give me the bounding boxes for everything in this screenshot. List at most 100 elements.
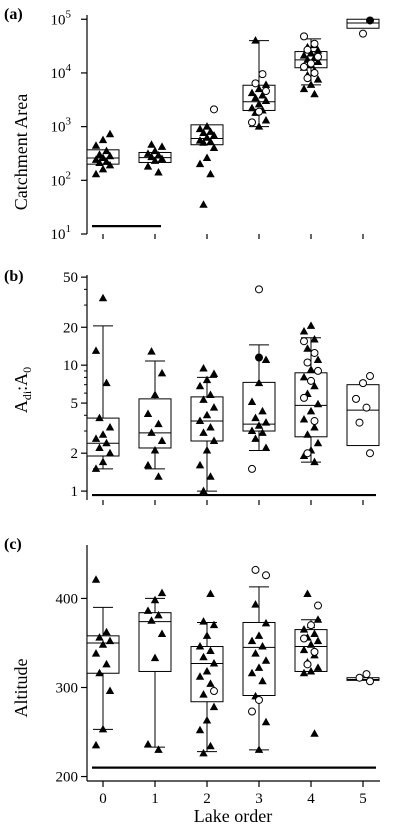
data-point [303,358,312,367]
data-point [247,88,257,97]
data-point [254,378,264,387]
data-point [105,422,115,431]
data-point [310,89,319,98]
data-point [306,666,316,675]
x-tick-label: 0 [99,791,107,807]
data-point [98,293,108,302]
data-point [251,434,260,442]
x-tick-label: 3 [255,791,263,807]
data-point [300,393,308,402]
data-point [362,670,371,679]
data-point [254,421,264,429]
data-point [202,375,212,384]
y-axis-label: Catchment Area [11,94,31,210]
data-point [206,646,215,654]
data-point [261,355,271,363]
data-point [98,430,108,438]
data-point [359,379,367,388]
data-point [202,446,212,454]
data-point [261,116,271,124]
data-point [143,409,153,417]
data-point [303,45,312,54]
data-point [195,460,205,469]
data-point [261,80,271,88]
data-point [95,413,104,422]
data-point [310,381,319,390]
data-point [359,29,367,38]
data-point [102,146,111,155]
data-point [254,631,264,639]
data-point [157,368,167,377]
x-axis-label: Lake order [194,806,272,826]
data-point [202,133,212,141]
data-point [199,200,208,208]
x-tick-label: 5 [359,791,367,807]
data-point [206,390,215,398]
data-point [299,668,309,677]
data-point [313,355,323,363]
data-point [105,151,115,160]
data-point [255,285,263,294]
data-point [95,443,104,451]
data-point [154,167,163,176]
data-point [306,406,316,415]
data-point [206,137,215,145]
data-point [195,642,205,650]
data-point [366,372,374,381]
data-point [202,666,212,675]
data-point [261,443,271,451]
data-point [199,617,208,625]
data-point [254,745,264,753]
data-point [154,610,163,619]
data-point [258,406,267,415]
data-point [299,645,309,654]
data-point [199,652,208,661]
data-point [313,57,323,65]
data-point [310,647,319,656]
box [190,396,224,442]
box-plot [190,621,224,753]
box [346,384,380,447]
data-point [314,52,322,61]
y-tick-label: 104 [51,62,72,82]
data-point [299,372,309,381]
data-point [199,486,208,495]
data-point [105,129,115,138]
data-point [313,75,323,83]
data-point [313,438,323,447]
data-point [206,127,215,135]
data-point [303,430,312,438]
data-point [254,84,264,93]
data-point [247,636,257,645]
data-point [310,629,319,638]
data-point [262,87,270,96]
data-point [261,618,271,627]
data-point [91,169,101,178]
data-point [303,74,312,83]
box-plot [346,18,380,29]
data-point [195,381,205,390]
data-point [258,642,267,650]
data-point [303,344,312,352]
data-point [313,399,323,408]
data-point [202,153,212,162]
data-point [91,575,101,583]
data-point [306,321,316,329]
data-point [150,446,160,454]
data-point [310,334,319,343]
y-tick-label: 400 [56,591,79,607]
data-point [91,346,101,354]
data-point [195,725,205,734]
data-point [247,668,257,677]
data-point [313,615,323,623]
data-point [300,32,308,41]
data-point [206,679,215,687]
data-point [258,70,267,79]
data-point [303,589,312,597]
data-point [147,616,156,624]
data-point [154,150,163,159]
data-point [147,428,156,436]
data-point [195,124,205,133]
data-point [209,436,219,444]
data-point [307,621,315,630]
